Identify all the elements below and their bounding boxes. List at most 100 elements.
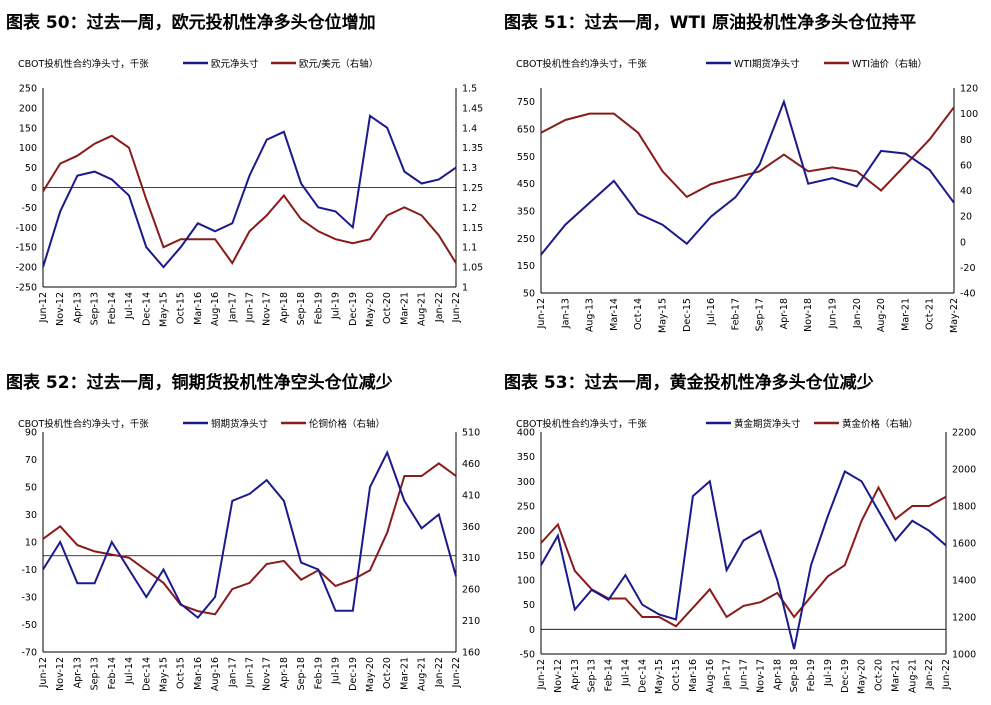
x-tick-label: Jul-16 bbox=[706, 298, 717, 326]
x-tick-label: Mar-21 bbox=[399, 292, 410, 325]
x-tick-label: Feb-19 bbox=[806, 659, 817, 691]
y-right-tick-label: 1.2 bbox=[462, 203, 477, 214]
y-right-tick-label: 1.15 bbox=[462, 223, 483, 234]
x-tick-label: May-15 bbox=[657, 298, 668, 333]
y-right-tick-label: 80 bbox=[960, 135, 972, 146]
x-tick-label: Nov-17 bbox=[262, 292, 273, 326]
x-tick-label: Oct-15 bbox=[671, 659, 682, 691]
y-left-tick-label: 250 bbox=[517, 502, 535, 513]
chart-svg: CBOT投机性合约净头寸，千张 WTI期货净头寸 WTI油价（右轴） 750 650 55… bbox=[516, 58, 978, 333]
legend-label-series-1: 铜期货净头寸 bbox=[211, 418, 269, 430]
x-tick-label: Nov-12 bbox=[55, 292, 66, 326]
y-right-tick-label: 1.3 bbox=[462, 163, 477, 174]
y-left-tick-label: -250 bbox=[15, 283, 37, 294]
x-tick-label: Feb-14 bbox=[107, 657, 118, 689]
y-left-tick-label: 50 bbox=[25, 163, 37, 174]
y-left-tick-label: 50 bbox=[523, 600, 535, 611]
x-tick-label: Aug-16 bbox=[210, 292, 221, 326]
y-right-tick-label: 260 bbox=[462, 585, 480, 596]
y-left-tick-label: 70 bbox=[25, 455, 37, 466]
y-right-tick-label: 1800 bbox=[952, 502, 976, 513]
legend-label-series-1: 黄金期货净头寸 bbox=[734, 418, 801, 430]
x-tick-label: Mar-16 bbox=[193, 657, 204, 690]
x-tick-label: Aug-20 bbox=[876, 298, 887, 332]
x-tick-label: Oct-20 bbox=[382, 657, 393, 689]
x-tick-label: Nov-18 bbox=[803, 298, 814, 332]
x-tick-label: Apr-13 bbox=[72, 292, 83, 323]
y-right-tick-label: 1.5 bbox=[462, 84, 477, 95]
panel-wti: 图表 51：过去一周，WTI 原油投机性净多头仓位持平 CBOT投机性合约净头寸… bbox=[498, 0, 989, 345]
y-right-tick-label: 410 bbox=[462, 490, 480, 501]
x-tick-label: Jul-14 bbox=[620, 659, 631, 687]
y-left-tick-label: 90 bbox=[25, 428, 37, 439]
x-tick-label: Apr-13 bbox=[570, 659, 581, 690]
x-tick-label: Jun-12 bbox=[536, 298, 547, 329]
x-tick-label: May-15 bbox=[158, 657, 169, 692]
x-tick-label: Apr-18 bbox=[772, 659, 783, 690]
x-tick-label: Jan-20 bbox=[852, 298, 863, 329]
unit-label: CBOT投机性合约净头寸，千张 bbox=[18, 58, 149, 70]
chart-title: 图表 52：过去一周，铜期货投机性净空头仓位减少 bbox=[6, 373, 393, 393]
y-left-tick-label: 0 bbox=[529, 625, 535, 636]
chart-svg: CBOT投机性合约净头寸，千张 铜期货净头寸 伦铜价格（右轴） 90 70 50 30 10 -… bbox=[18, 418, 480, 692]
y-right-tick-label: 360 bbox=[462, 522, 480, 533]
y-right-tick-label: 1.35 bbox=[462, 143, 483, 154]
x-tick-label: Mar-21 bbox=[900, 298, 911, 331]
y-right-tick-label: 460 bbox=[462, 459, 480, 470]
x-tick-label: May-20 bbox=[365, 657, 376, 692]
x-tick-label: Jun-22 bbox=[451, 292, 462, 323]
y-left-tick-label: 250 bbox=[19, 84, 37, 95]
x-tick-label: Jun-17 bbox=[739, 659, 750, 690]
y-left-tick-label: 350 bbox=[517, 452, 535, 463]
x-tick-label: Sep-13 bbox=[587, 659, 598, 692]
series-line-series-1 bbox=[42, 450, 457, 619]
y-right-tick-label: -40 bbox=[960, 289, 976, 300]
x-tick-label: May-22 bbox=[949, 298, 960, 333]
y-right-tick-label: 1200 bbox=[952, 613, 976, 624]
x-tick-label: May-20 bbox=[365, 292, 376, 327]
unit-label: CBOT投机性合约净头寸，千张 bbox=[18, 418, 149, 430]
x-tick-label: Oct-14 bbox=[633, 298, 644, 330]
chart-title: 图表 53：过去一周，黄金投机性净多头仓位减少 bbox=[504, 373, 874, 393]
x-tick-label: Mar-21 bbox=[399, 657, 410, 690]
y-right-tick-label: 0 bbox=[960, 237, 966, 248]
x-tick-label: May-15 bbox=[158, 292, 169, 327]
x-tick-label: Mar-14 bbox=[609, 298, 620, 331]
y-right-tick-label: 120 bbox=[960, 84, 978, 95]
x-tick-label: Sep-18 bbox=[789, 659, 800, 692]
x-tick-label: Mar-16 bbox=[193, 292, 204, 325]
y-right-tick-label: 1400 bbox=[952, 576, 976, 587]
x-tick-label: Sep-18 bbox=[296, 657, 307, 690]
x-tick-label: May-15 bbox=[654, 659, 665, 694]
y-right-tick-label: 160 bbox=[462, 648, 480, 659]
chart-title: 图表 51：过去一周，WTI 原油投机性净多头仓位持平 bbox=[504, 13, 917, 33]
x-tick-label: Nov-17 bbox=[755, 659, 766, 693]
x-tick-label: Mar-21 bbox=[890, 659, 901, 692]
x-tick-label: Jun-12 bbox=[38, 292, 49, 323]
y-right-tick-label: 1000 bbox=[952, 650, 976, 661]
y-right-tick-label: 20 bbox=[960, 212, 972, 223]
x-tick-label: Jan-17 bbox=[227, 657, 238, 688]
legend-label-series-1: 欧元净头寸 bbox=[211, 58, 259, 70]
y-left-tick-label: -100 bbox=[15, 223, 37, 234]
y-left-tick-label: -70 bbox=[21, 648, 37, 659]
x-tick-label: Apr-18 bbox=[279, 657, 290, 688]
panel-copper: 图表 52：过去一周，铜期货投机性净空头仓位减少 CBOT投机性合约净头寸，千张… bbox=[0, 360, 491, 705]
y-left-tick-label: 450 bbox=[517, 179, 535, 190]
x-tick-label: Jun-22 bbox=[451, 657, 462, 688]
x-tick-label: Mar-16 bbox=[688, 659, 699, 692]
x-tick-label: Aug-21 bbox=[417, 657, 428, 691]
y-left-tick-label: -150 bbox=[15, 243, 37, 254]
x-tick-label: Feb-14 bbox=[604, 659, 615, 691]
y-left-tick-label: 300 bbox=[517, 477, 535, 488]
y-left-tick-label: 50 bbox=[523, 289, 535, 300]
x-tick-label: Sep-13 bbox=[90, 657, 101, 690]
x-tick-label: Oct-15 bbox=[176, 657, 187, 689]
y-right-tick-label: 310 bbox=[462, 553, 480, 564]
x-tick-label: Jun-22 bbox=[941, 659, 952, 690]
legend-label-series-2: 伦铜价格（右轴） bbox=[309, 418, 385, 430]
x-tick-label: Dec-19 bbox=[348, 657, 359, 691]
x-tick-label: Jan-22 bbox=[924, 659, 935, 690]
x-tick-label: Oct-20 bbox=[874, 659, 885, 691]
x-tick-label: Dec-14 bbox=[141, 657, 152, 691]
